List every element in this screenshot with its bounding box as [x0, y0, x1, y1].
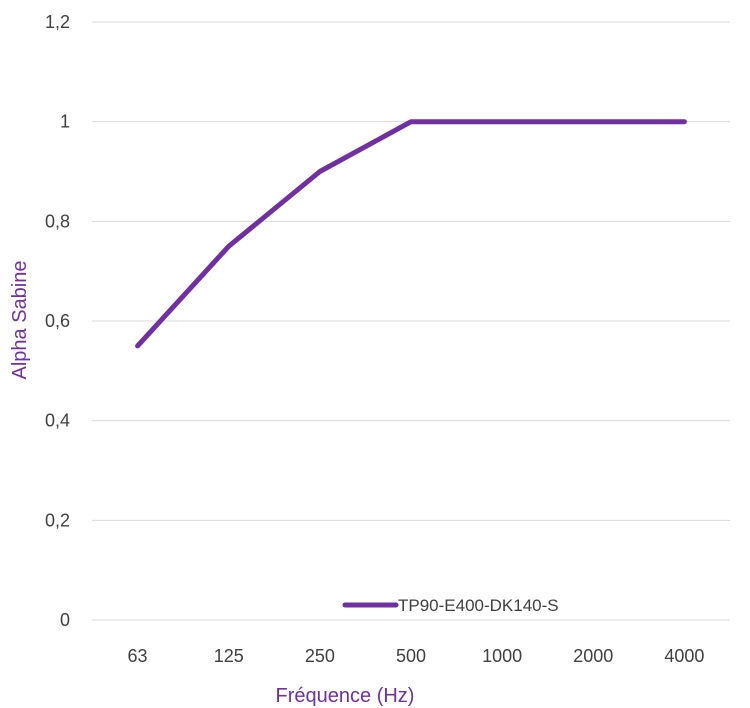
y-tick-label: 0,6 — [45, 311, 70, 331]
y-tick-label: 0,4 — [45, 411, 70, 431]
y-tick-label: 0 — [60, 610, 70, 630]
x-axis-title: Fréquence (Hz) — [276, 685, 415, 707]
x-tick-label: 500 — [396, 646, 426, 666]
y-tick-label: 0,2 — [45, 510, 70, 530]
series-lines — [135, 119, 687, 349]
y-tick-label: 1 — [60, 112, 70, 132]
y-axis-title: Alpha Sabine — [9, 261, 31, 380]
x-tick-label: 2000 — [573, 646, 613, 666]
x-tick-label: 4000 — [664, 646, 704, 666]
legend: TP90-E400-DK140-S — [342, 596, 559, 615]
gridlines — [92, 21, 730, 621]
y-tick-label: 1,2 — [45, 12, 70, 32]
legend-label: TP90-E400-DK140-S — [398, 596, 559, 615]
x-tick-label: 125 — [214, 646, 244, 666]
series-line — [135, 119, 687, 349]
x-tick-label: 1000 — [482, 646, 522, 666]
y-tick-labels: 0 0,2 0,4 0,6 0,8 1 1,2 — [45, 12, 70, 630]
x-tick-label: 63 — [128, 646, 148, 666]
x-tick-labels: 63 125 250 500 1000 2000 4000 — [128, 646, 705, 666]
x-tick-label: 250 — [305, 646, 335, 666]
y-tick-label: 0,8 — [45, 211, 70, 231]
